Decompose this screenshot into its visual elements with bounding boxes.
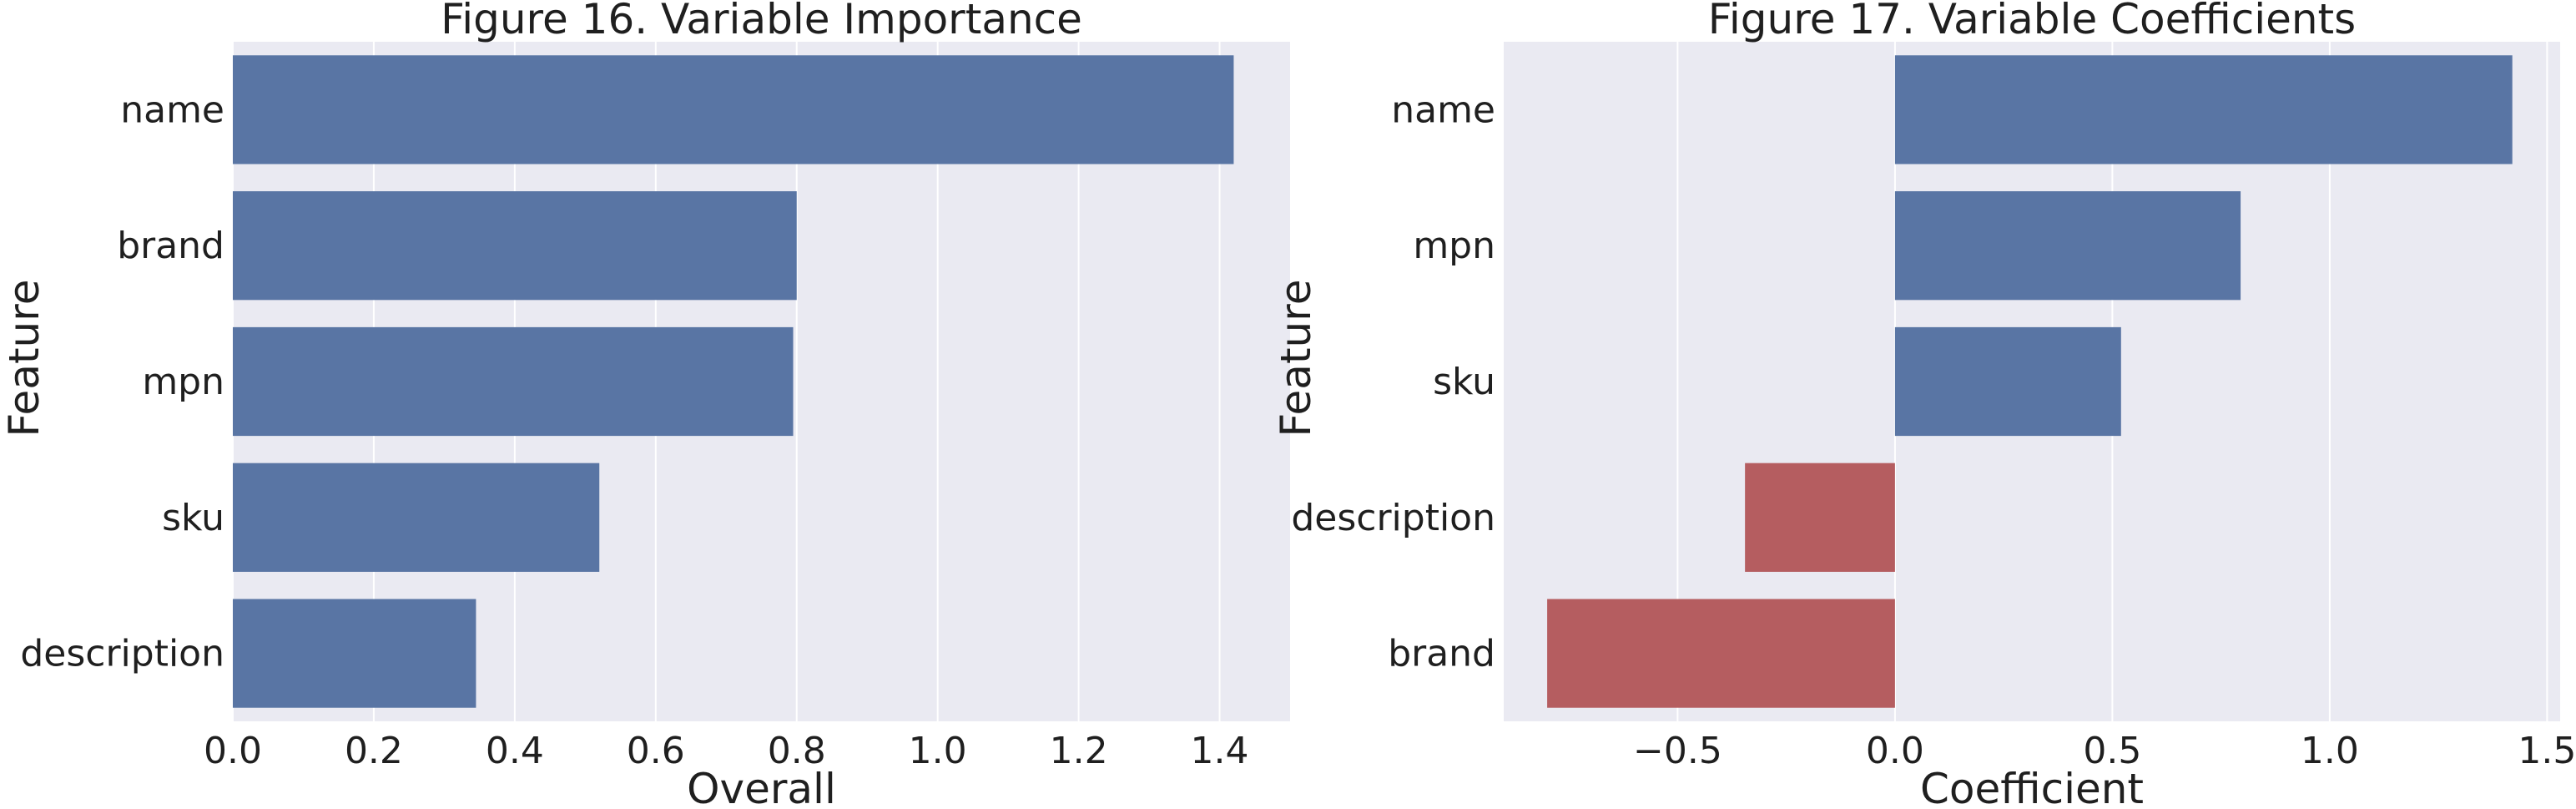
x-tick-label: 1.0: [909, 730, 967, 772]
y-tick-label: brand: [1388, 633, 1495, 675]
x-tick-label: 0.0: [1866, 730, 1924, 772]
y-axis-label: Feature: [1272, 280, 1320, 437]
y-tick-label: name: [120, 88, 224, 131]
x-tick-label: 0.6: [627, 730, 685, 772]
bar-mpn[interactable]: [1894, 191, 2241, 301]
bar-brand[interactable]: [1547, 599, 1895, 708]
y-tick-label: brand: [117, 225, 224, 267]
x-tick-label: 1.5: [2518, 730, 2576, 772]
y-tick-label: sku: [162, 497, 224, 539]
bar-sku[interactable]: [233, 463, 600, 572]
x-tick-label: 0.5: [2083, 730, 2141, 772]
x-tick-label: 0.2: [345, 730, 403, 772]
y-tick-label: description: [1291, 497, 1495, 539]
y-tick-label: name: [1391, 88, 1495, 131]
x-tick-label: 1.0: [2301, 730, 2359, 772]
x-tick-label: −0.5: [1633, 730, 1722, 772]
bar-description[interactable]: [233, 599, 476, 708]
x-axis-label: Coefficient: [1920, 765, 2144, 809]
x-axis-label: Overall: [687, 765, 836, 809]
x-tick-label: 0.8: [768, 730, 826, 772]
x-tick-label: 1.2: [1050, 730, 1108, 772]
chart-title: Figure 16. Variable Importance: [441, 0, 1082, 43]
y-axis-label: Feature: [0, 280, 48, 437]
bar-brand[interactable]: [233, 191, 797, 301]
bar-name[interactable]: [1894, 55, 2513, 164]
y-tick-label: mpn: [142, 361, 224, 403]
bar-description[interactable]: [1745, 463, 1895, 572]
bar-mpn[interactable]: [233, 326, 794, 437]
chart-variable-coefficients: name mpn sku description brand −0.5 0.0 0.5 1.0 1…: [1272, 0, 2576, 809]
x-tick-label: 0.4: [486, 730, 544, 772]
y-tick-label: sku: [1433, 361, 1495, 403]
bar-name[interactable]: [233, 55, 1234, 164]
x-tick-label: 0.0: [204, 730, 262, 772]
bar-sku[interactable]: [1894, 326, 2121, 437]
y-tick-label: mpn: [1413, 225, 1495, 267]
chart-title: Figure 17. Variable Coefficients: [1708, 0, 2356, 43]
y-tick-label: description: [20, 633, 224, 675]
x-tick-label: 1.4: [1191, 730, 1249, 772]
chart-variable-importance: name brand mpn sku description 0.0 0.2 0.4 0.6 0.…: [0, 0, 1290, 809]
